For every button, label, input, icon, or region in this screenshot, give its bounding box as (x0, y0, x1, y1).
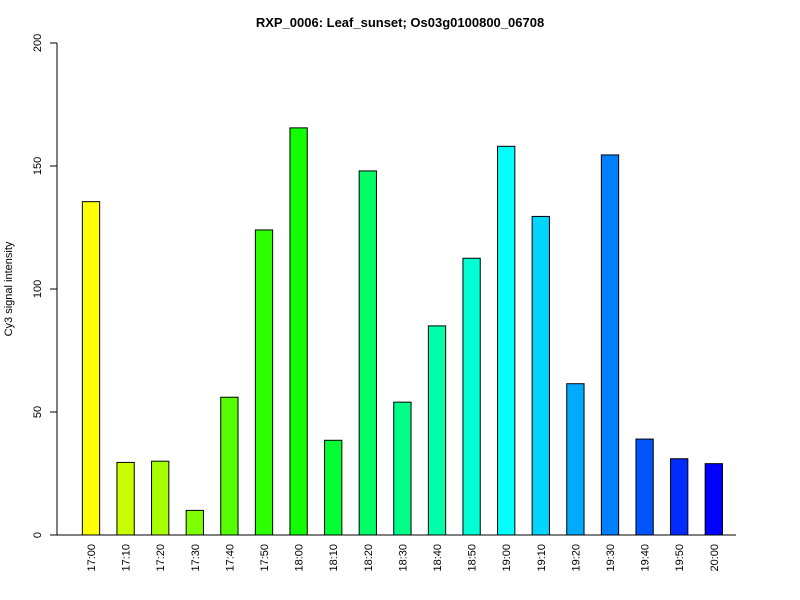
x-tick-label: 19:40 (640, 544, 652, 572)
x-tick-label: 17:40 (224, 544, 236, 572)
y-tick-label: 100 (32, 280, 44, 298)
x-tick-label: 19:50 (674, 544, 686, 572)
x-tick-label: 19:00 (501, 544, 513, 572)
bar-1710 (116, 461, 135, 536)
x-tick-label: 17:50 (259, 544, 271, 572)
bar-1930 (600, 154, 620, 536)
bar-1750 (254, 229, 274, 536)
x-tick-label: 18:50 (467, 544, 479, 572)
bar-1830 (393, 401, 412, 536)
bar-1850 (462, 257, 481, 536)
x-axis: 17:00 17:10 17:20 17:30 17:40 17:50 18:00 18:10… (57, 534, 736, 572)
x-tick-label: 19:30 (605, 544, 617, 572)
bar-1900 (497, 145, 516, 536)
y-tick-label: 150 (32, 157, 44, 175)
x-tick-label: 19:20 (570, 544, 582, 572)
x-tick-label: 20:00 (709, 544, 721, 572)
bar-1810 (324, 439, 343, 536)
x-tick-label: 18:40 (432, 544, 444, 572)
chart-title: RXP_0006: Leaf_sunset; Os03g0100800_0670… (256, 15, 544, 30)
x-tick-label: 19:10 (536, 544, 548, 572)
x-tick-label: 18:20 (363, 544, 375, 572)
y-tick-label: 0 (32, 532, 44, 538)
x-tick-label: 17:00 (86, 544, 98, 572)
bar-1800 (289, 127, 308, 536)
y-axis-label: Cy3 signal intensity (3, 241, 15, 336)
x-tick-label: 18:00 (294, 544, 306, 572)
bar-1840 (427, 325, 447, 536)
x-tick-label: 17:20 (155, 544, 167, 572)
x-tick-label: 17:10 (121, 544, 133, 572)
bar-1820 (358, 170, 377, 536)
y-tick-label: 200 (32, 34, 44, 52)
x-tick-label: 17:30 (190, 544, 202, 572)
bar-1740 (220, 396, 239, 536)
y-axis: 0 50 100 150 200 (32, 34, 58, 538)
y-tick-label: 50 (32, 406, 44, 418)
bar-1730 (185, 509, 204, 536)
bars-group (81, 127, 723, 536)
bar-1920 (566, 383, 585, 536)
bar-1910 (531, 215, 550, 536)
bar-1720 (151, 460, 170, 536)
bar-1940 (635, 438, 654, 536)
x-tick-label: 18:10 (328, 544, 340, 572)
bar-1700 (81, 201, 101, 536)
bar-2000 (704, 463, 723, 536)
x-tick-label: 18:30 (397, 544, 409, 572)
bar-1950 (670, 458, 689, 536)
